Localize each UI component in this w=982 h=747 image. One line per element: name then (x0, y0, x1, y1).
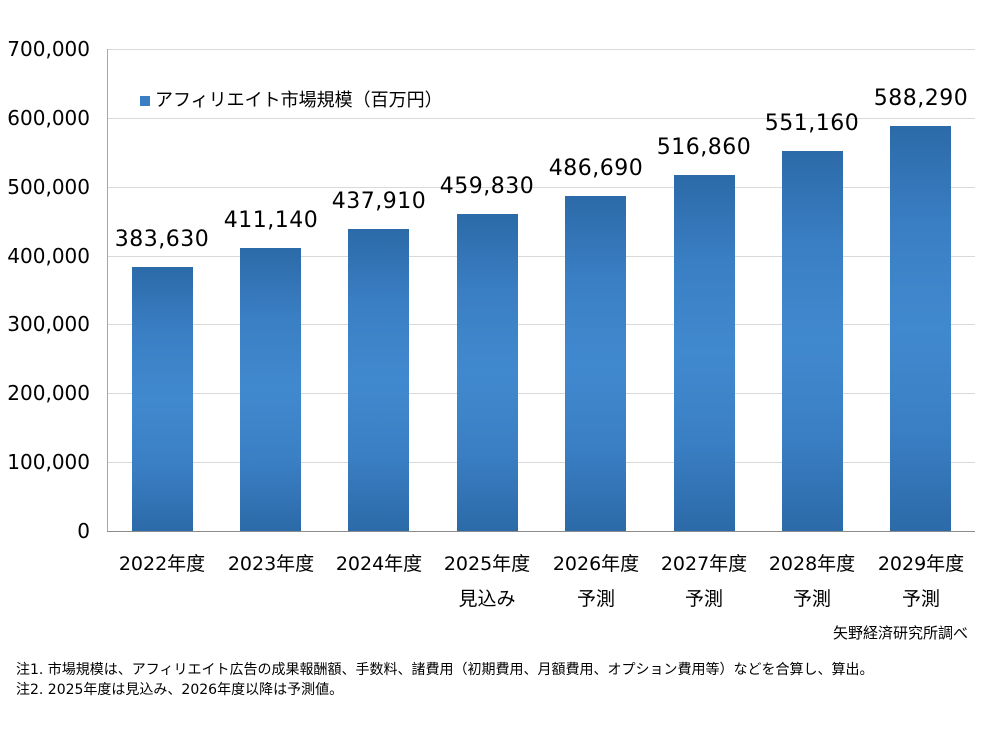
data-label: 486,690 (548, 156, 644, 181)
bar (348, 229, 409, 531)
x-tick-label: 2024年度 (335, 553, 423, 575)
data-label: 383,630 (114, 227, 210, 252)
legend: アフィリエイト市場規模（百万円） (140, 90, 443, 112)
y-tick-label: 700,000 (7, 37, 90, 61)
gridline (108, 256, 975, 257)
gridline (108, 118, 975, 119)
data-label: 437,910 (331, 189, 427, 214)
note-1: 注1. 市場規模は、アフィリエイト広告の成果報酬額、手数料、諸費用（初期費用、月… (16, 662, 874, 678)
data-label: 459,830 (439, 174, 535, 199)
x-tick-sublabel: 予測 (576, 588, 615, 610)
data-label: 411,140 (223, 208, 319, 233)
x-tick-label: 2025年度 (443, 553, 531, 575)
legend-label: アフィリエイト市場規模（百万円） (155, 90, 443, 111)
x-tick-label: 2023年度 (227, 553, 315, 575)
x-tick-label: 2029年度 (877, 553, 965, 575)
data-label: 516,860 (656, 135, 752, 160)
x-tick-label: 2022年度 (118, 553, 206, 575)
gridline (108, 187, 975, 188)
footnotes: 注1. 市場規模は、アフィリエイト広告の成果報酬額、手数料、諸費用（初期費用、月… (16, 660, 874, 700)
y-axis-line (107, 49, 108, 532)
data-label: 551,160 (764, 111, 860, 136)
bar (782, 151, 843, 531)
x-tick-label: 2026年度 (552, 553, 640, 575)
x-tick-sublabel: 予測 (684, 588, 723, 610)
y-tick-label: 200,000 (7, 381, 90, 405)
bar (132, 267, 193, 531)
x-tick-label: 2027年度 (660, 553, 748, 575)
source-credit: 矢野経済研究所調べ (832, 624, 968, 642)
y-tick-label: 300,000 (7, 312, 90, 336)
x-axis-line (107, 531, 975, 532)
data-label: 588,290 (873, 86, 969, 111)
bar (457, 214, 518, 531)
y-tick-label: 400,000 (7, 244, 90, 268)
gridline (108, 462, 975, 463)
legend-swatch-icon (140, 96, 150, 106)
bar (674, 175, 735, 531)
note-2: 注2. 2025年度は見込み、2026年度以降は予測値。 (16, 682, 344, 698)
y-tick-label: 600,000 (7, 106, 90, 130)
x-tick-sublabel: 見込み (458, 588, 516, 610)
bar (565, 196, 626, 531)
gridline (108, 393, 975, 394)
y-tick-label: 100,000 (7, 450, 90, 474)
bar (240, 248, 301, 531)
y-tick-label: 0 (77, 519, 90, 543)
x-tick-label: 2028年度 (768, 553, 856, 575)
x-tick-sublabel: 予測 (792, 588, 831, 610)
x-tick-sublabel: 予測 (901, 588, 940, 610)
y-tick-label: 500,000 (7, 175, 90, 199)
gridline (108, 49, 975, 50)
gridline (108, 324, 975, 325)
bar (890, 126, 951, 531)
